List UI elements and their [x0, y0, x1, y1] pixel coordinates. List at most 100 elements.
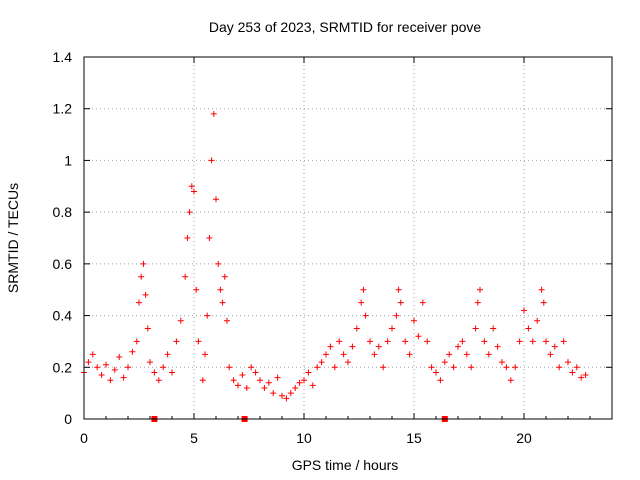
data-point: [89, 351, 96, 358]
data-point: [397, 299, 404, 306]
data-point: [204, 312, 211, 319]
data-point: [301, 377, 307, 384]
data-point: [468, 364, 475, 371]
data-point: [107, 377, 114, 384]
data-point: [169, 369, 175, 376]
data-point: [144, 325, 151, 332]
data-point: [309, 382, 316, 389]
data-point: [327, 343, 334, 350]
data-point: [433, 369, 439, 376]
data-point: [371, 351, 378, 358]
data-point: [389, 325, 395, 332]
data-point: [582, 372, 589, 379]
data-point: [136, 299, 142, 306]
data-point: [362, 312, 369, 319]
data-point: [538, 286, 545, 293]
data-point: [494, 343, 501, 350]
data-point: [94, 364, 101, 371]
data-point: [125, 364, 131, 371]
data-point: [219, 299, 226, 306]
data-point: [503, 364, 510, 371]
data-point: [384, 338, 391, 345]
data-point: [274, 374, 281, 381]
data-point: [133, 338, 140, 345]
data-point: [116, 353, 123, 360]
data-point: [206, 235, 213, 241]
data-point: [270, 390, 277, 397]
data-point: [199, 377, 206, 384]
data-point: [111, 366, 118, 373]
y-tick-label: 0.2: [53, 359, 73, 375]
data-point: [248, 364, 255, 371]
data-point: [411, 317, 417, 324]
data-point: [349, 343, 356, 350]
data-point: [323, 351, 329, 358]
x-axis-label: GPS time / hours: [292, 457, 399, 473]
y-tick-label: 0.4: [53, 308, 73, 324]
data-point: [375, 343, 382, 350]
data-point: [551, 343, 558, 350]
chart-title: Day 253 of 2023, SRMTID for receiver pov…: [209, 19, 482, 35]
data-point: [164, 351, 171, 358]
data-point: [340, 351, 347, 358]
x-tick-label: 10: [296, 430, 312, 446]
data-point: [98, 372, 105, 379]
data-point: [569, 369, 576, 376]
data-point: [521, 307, 527, 314]
data-point: [129, 348, 136, 355]
data-point: [474, 299, 481, 306]
data-point: [221, 273, 228, 280]
y-tick-label: 0: [64, 411, 72, 427]
data-point: [547, 351, 554, 358]
data-point: [296, 379, 303, 386]
data-point: [415, 333, 422, 340]
data-point: [287, 390, 294, 397]
data-point: [565, 359, 571, 366]
data-point: [360, 286, 367, 293]
data-point: [490, 325, 497, 332]
data-point: [147, 359, 153, 366]
data-point: [177, 317, 184, 324]
data-point: [138, 273, 145, 280]
data-point: [195, 338, 202, 345]
data-point: [257, 377, 263, 384]
data-point: [345, 359, 351, 366]
data-point: [226, 364, 233, 371]
data-point: [193, 286, 200, 293]
data-point: [419, 299, 426, 306]
data-point: [395, 286, 402, 293]
y-tick-label: 0.8: [53, 204, 73, 220]
x-tick-label: 20: [516, 430, 532, 446]
data-point: [560, 338, 567, 345]
grid-lines: [84, 57, 612, 419]
data-point: [202, 351, 208, 358]
data-point: [507, 377, 514, 384]
data-point: [279, 392, 285, 399]
data-point: [463, 351, 470, 358]
data-point: [265, 379, 272, 386]
data-point: [331, 364, 338, 371]
x-tick-label: 0: [80, 430, 88, 446]
data-point: [103, 361, 109, 368]
data-point: [353, 325, 360, 332]
data-point: [543, 338, 549, 345]
data-point: [446, 351, 453, 358]
data-point: [140, 260, 147, 267]
data-point: [450, 364, 457, 371]
data-point: [208, 157, 215, 164]
data-point: [252, 369, 259, 376]
data-point: [367, 338, 373, 345]
data-point: [318, 359, 325, 366]
data-point: [459, 338, 466, 345]
data-point: [151, 369, 158, 376]
data-point: [160, 364, 167, 371]
data-point: [578, 374, 585, 381]
data-point: [292, 384, 299, 391]
data-point: [529, 338, 536, 345]
data-point: [437, 377, 444, 384]
data-point: [305, 369, 312, 376]
data-point: [525, 325, 532, 332]
x-tick-label: 15: [406, 430, 422, 446]
data-point: [184, 235, 191, 241]
